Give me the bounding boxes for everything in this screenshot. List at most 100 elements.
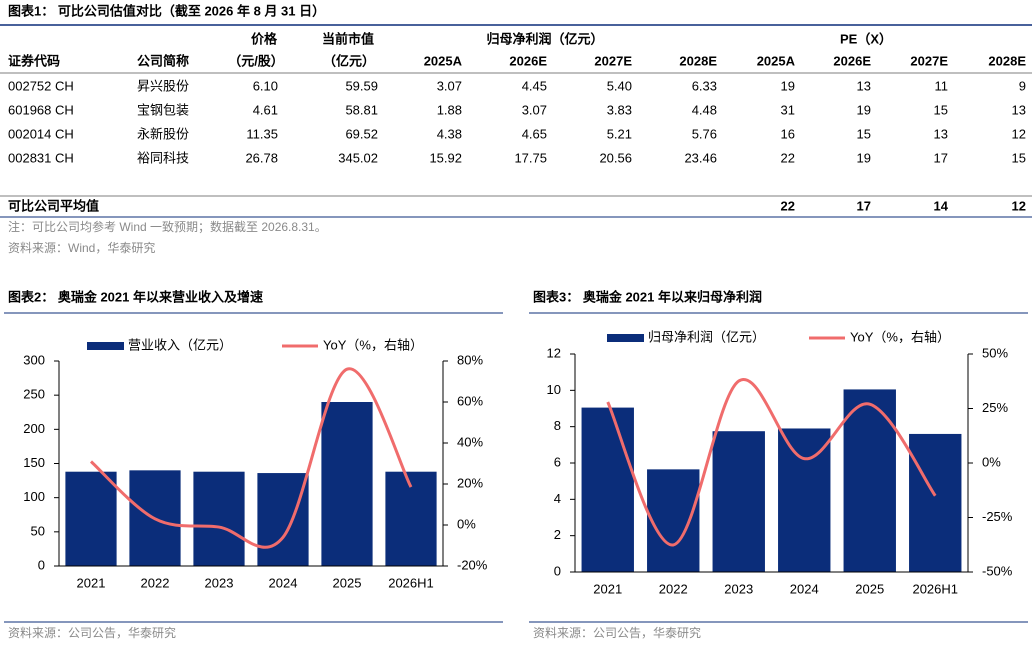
y2-tick-label: 60% (457, 393, 483, 408)
y-tick-label: 10 (547, 382, 561, 397)
table-cell: 4.38 (437, 126, 462, 141)
x-tick-label: 2022 (141, 575, 170, 590)
table-cell: 13 (934, 126, 948, 141)
x-tick-label: 2021 (77, 575, 106, 590)
table-cell: 002014 CH (8, 126, 74, 141)
table-cell: 22 (781, 150, 795, 165)
table-cell: 昇兴股份 (137, 78, 189, 93)
y-tick-label: 250 (23, 387, 45, 402)
x-tick-label: 2026H1 (388, 575, 434, 590)
chart-title: 图表3： 奥瑞金 2021 年以来归母净利润 (533, 289, 762, 304)
average-cell: 12 (1012, 198, 1026, 213)
header-cell: 2027E (910, 53, 948, 68)
legend-label: 营业收入（亿元） (128, 337, 232, 352)
header-cell: 2027E (594, 53, 632, 68)
y2-tick-label: -25% (982, 509, 1013, 524)
y-tick-label: 150 (23, 455, 45, 470)
x-tick-label: 2023 (205, 575, 234, 590)
x-tick-label: 2024 (269, 575, 298, 590)
legend-label: YoY（%，右轴） (850, 329, 950, 344)
table-cell: 19 (781, 78, 795, 93)
line (89, 367, 413, 549)
header-cell: 2025A (757, 53, 796, 68)
y-tick-label: 100 (23, 489, 45, 504)
header-cell: 2028E (679, 53, 717, 68)
x-tick-label: 2021 (593, 581, 622, 596)
table-cell: 345.02 (338, 150, 378, 165)
table-cell: 4.61 (253, 102, 278, 117)
header-cell: PE（X） (840, 31, 892, 46)
table-cell: 永新股份 (137, 126, 189, 141)
bar (257, 473, 309, 566)
average-label: 可比公司平均值 (8, 198, 99, 213)
table-cell: 裕同科技 (137, 150, 189, 165)
average-cell: 14 (934, 198, 949, 213)
header-cell: 归母净利润（亿元） (486, 31, 603, 46)
header-cell: （亿元） (323, 53, 375, 68)
header-cell: 2028E (988, 53, 1026, 68)
table-cell: 31 (781, 102, 795, 117)
header-cell: 价格 (251, 31, 278, 46)
table-cell: 19 (857, 102, 871, 117)
y2-tick-label: 40% (457, 434, 483, 449)
y-tick-label: 6 (554, 454, 561, 469)
table-cell: 5.21 (607, 126, 632, 141)
header-cell: 当前市值 (322, 31, 374, 46)
y-tick-label: 2 (554, 527, 561, 542)
chart-title: 图表2： 奥瑞金 2021 年以来营业收入及增速 (8, 289, 263, 304)
y2-tick-label: -20% (457, 557, 488, 572)
table-cell: 宝钢包装 (137, 102, 189, 117)
table-cell: 3.07 (437, 78, 462, 93)
bar (647, 469, 700, 572)
x-tick-label: 2025 (333, 575, 362, 590)
table-cell: 4.45 (522, 78, 547, 93)
y2-tick-label: 25% (982, 400, 1008, 415)
table-cell: 12 (1012, 126, 1026, 141)
table-cell: 13 (857, 78, 871, 93)
bar (778, 428, 831, 572)
header-cell: 公司简称 (137, 53, 189, 68)
y2-tick-label: -50% (982, 563, 1013, 578)
y-tick-label: 200 (23, 421, 45, 436)
y2-tick-label: 50% (982, 345, 1008, 360)
bar (193, 471, 245, 566)
table-cell: 5.40 (607, 78, 632, 93)
bar (843, 389, 896, 572)
table-note: 注：可比公司均参考 Wind 一致预期；数据截至 2026.8.31。 (8, 219, 327, 234)
table-cell: 15 (857, 126, 871, 141)
table-cell: 15 (1012, 150, 1026, 165)
table-cell: 002752 CH (8, 78, 74, 93)
table-source: 资料来源：Wind，华泰研究 (8, 240, 155, 255)
y-tick-label: 4 (554, 491, 561, 506)
table-cell: 59.59 (345, 78, 378, 93)
average-cell: 17 (857, 198, 871, 213)
legend-swatch (607, 334, 644, 342)
legend-label: 归母净利润（亿元） (648, 329, 765, 344)
x-tick-label: 2022 (659, 581, 688, 596)
average-cell: 22 (781, 198, 795, 213)
table-cell: 11.35 (246, 126, 278, 141)
table-cell: 11 (935, 78, 949, 93)
header-cell: 2025A (424, 53, 463, 68)
y2-tick-label: 0% (982, 454, 1001, 469)
y2-tick-label: 0% (457, 516, 476, 531)
table-cell: 19 (857, 150, 871, 165)
y-tick-label: 0 (38, 557, 45, 572)
table-cell: 002831 CH (8, 150, 74, 165)
table-cell: 3.07 (522, 102, 547, 117)
legend-label: YoY（%，右轴） (323, 337, 423, 352)
y-tick-label: 50 (31, 523, 45, 538)
table-cell: 13 (1012, 102, 1026, 117)
legend-swatch (87, 342, 124, 350)
x-tick-label: 2025 (855, 581, 884, 596)
bar (385, 471, 437, 566)
header-cell: 2026E (833, 53, 871, 68)
table-cell: 16 (781, 126, 795, 141)
header-cell: 证券代码 (8, 53, 60, 68)
table-cell: 15.92 (429, 150, 462, 165)
bar (581, 407, 634, 572)
table-cell: 69.52 (345, 126, 378, 141)
line (606, 378, 937, 547)
